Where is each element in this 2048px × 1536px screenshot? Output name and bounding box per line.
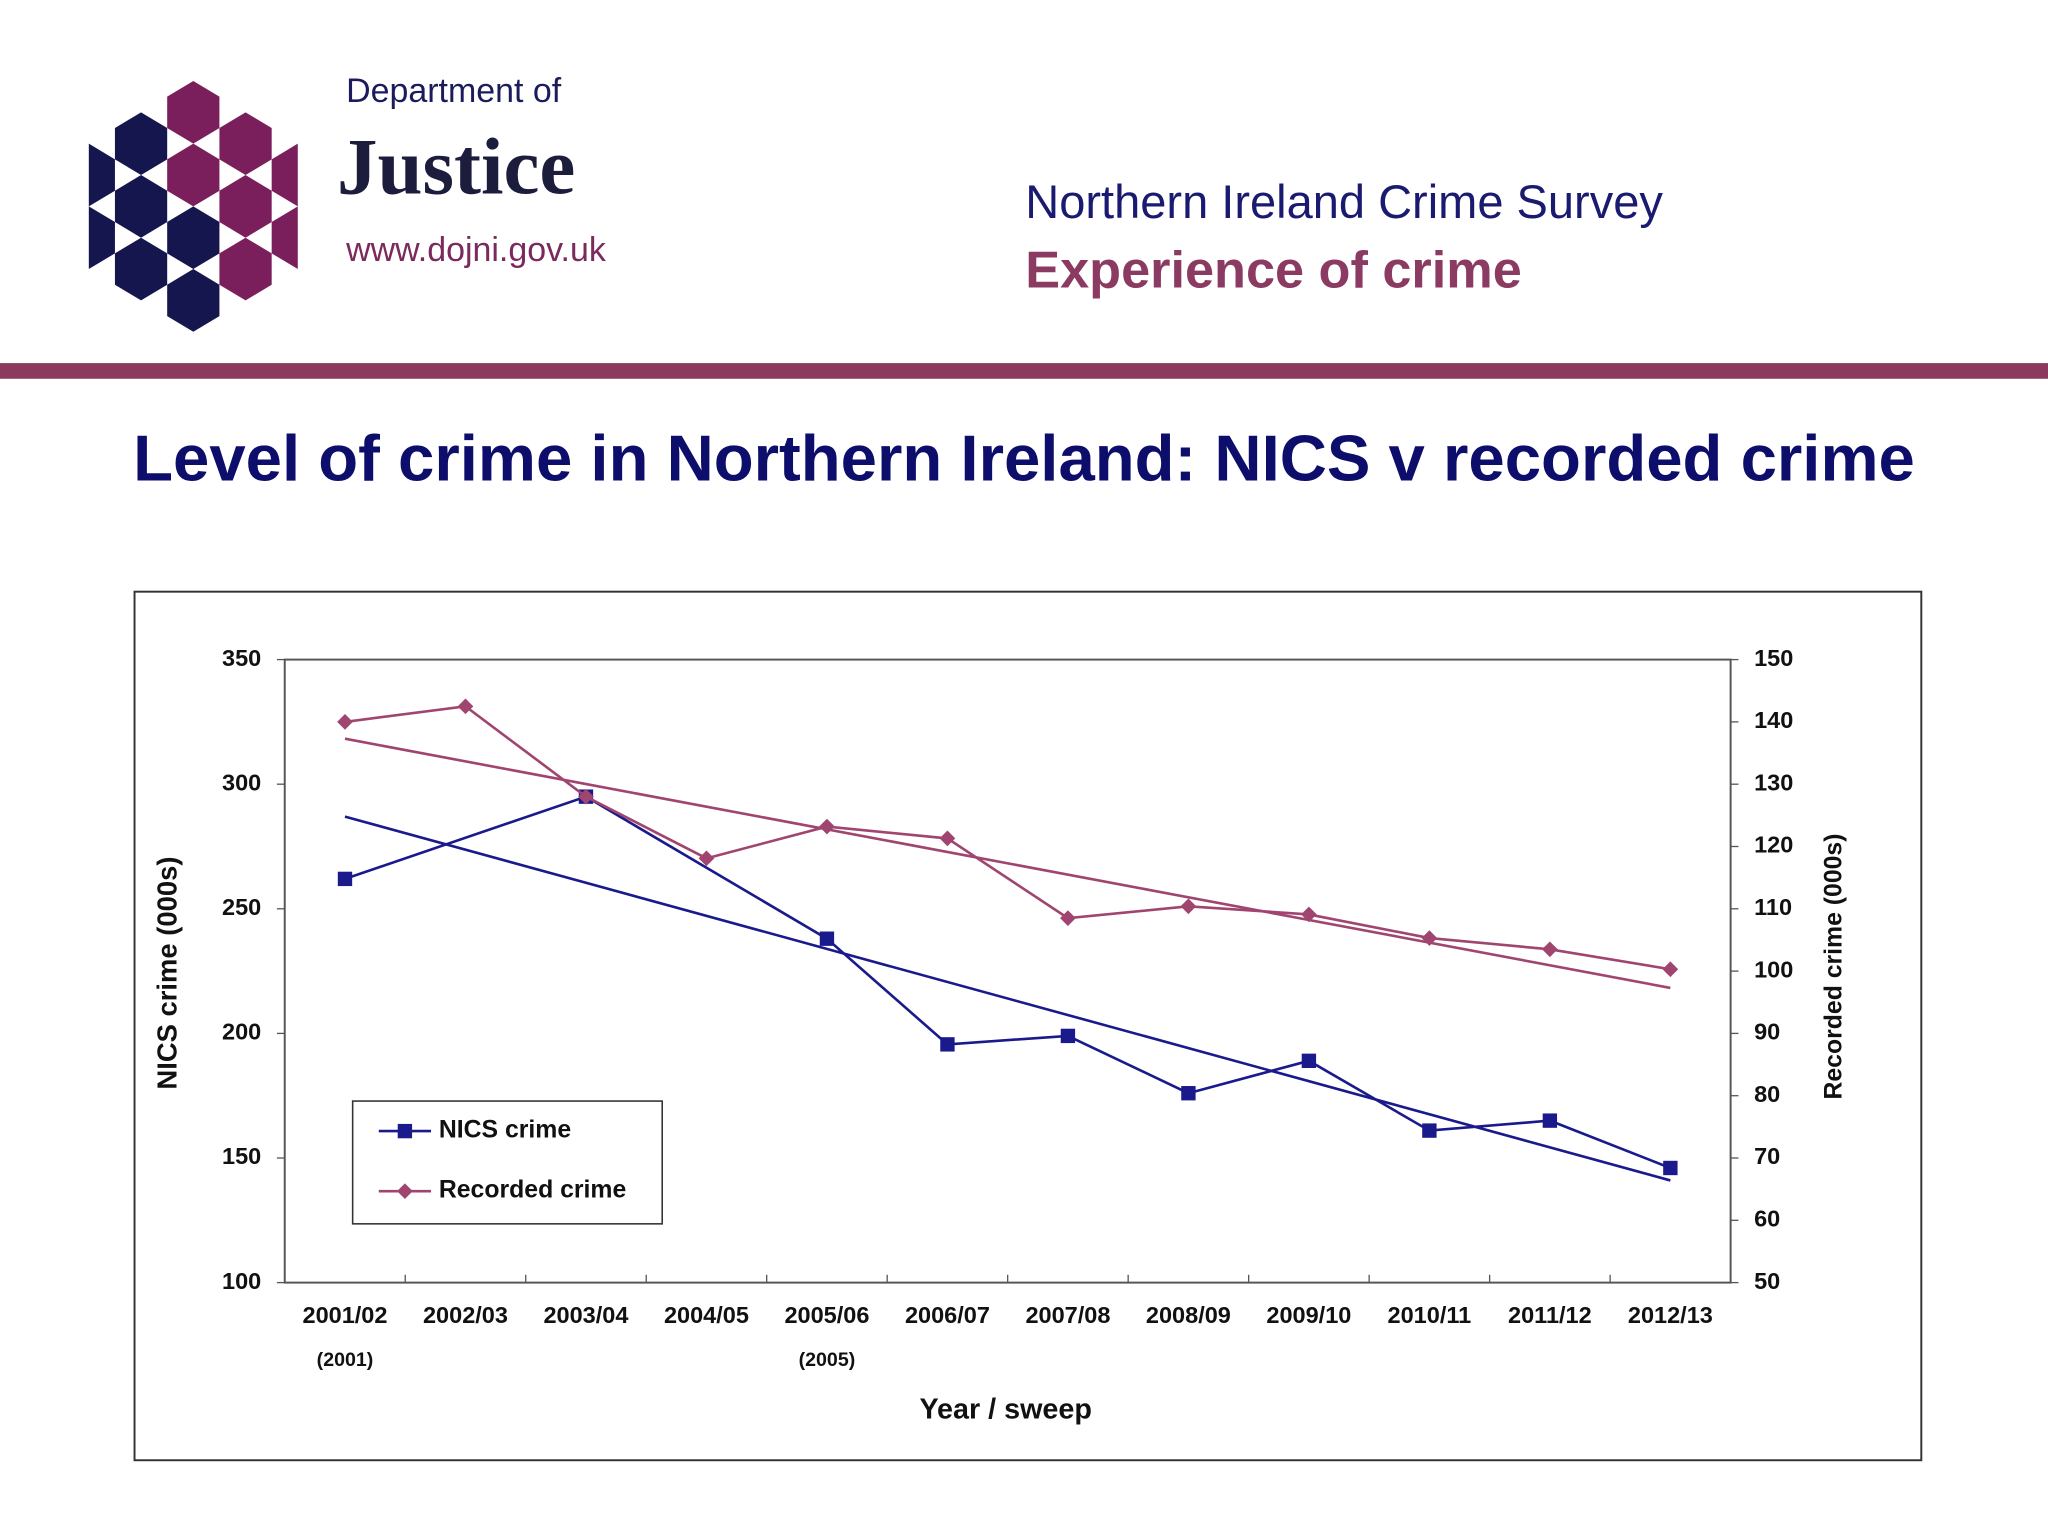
chart-title: Level of crime in Northern Ireland: NICS…: [133, 422, 1915, 495]
y-tick-label: 200: [222, 1019, 261, 1045]
logo-line2: Justice: [337, 121, 575, 211]
data-point: [939, 830, 956, 847]
data-point: [698, 850, 715, 867]
data-line: [344, 704, 1671, 971]
y-tick-label: 250: [222, 894, 261, 920]
x-annotation: (2005): [799, 1349, 856, 1371]
x-tick-label: 2001/02: [303, 1302, 388, 1328]
y2-tick-label: 110: [1754, 894, 1792, 920]
survey-name: Northern Ireland Crime Survey: [1025, 175, 1663, 228]
x-tick-label: 2006/07: [905, 1302, 990, 1328]
y2-tick-label: 150: [1754, 645, 1793, 671]
legend-label: Recorded crime: [439, 1177, 626, 1204]
legend-marker: [397, 1123, 413, 1139]
data-point: [1422, 1123, 1437, 1138]
y2-tick-label: 50: [1754, 1268, 1780, 1294]
data-line: [344, 795, 1671, 1170]
y-tick-label: 300: [222, 769, 261, 795]
x-tick-label: 2008/09: [1146, 1302, 1231, 1328]
x-tick-label: 2002/03: [423, 1302, 508, 1328]
y-axis-title: NICS crime (000s): [151, 857, 182, 1090]
y2-tick-label: 120: [1754, 832, 1793, 858]
data-point: [1301, 1053, 1317, 1069]
x-annotation: (2001): [317, 1349, 374, 1371]
x-tick-label: 2007/08: [1025, 1302, 1110, 1328]
y-tick-label: 100: [222, 1268, 261, 1294]
logo-url: www.dojni.gov.uk: [345, 231, 607, 269]
data-point: [940, 1037, 955, 1052]
x-tick-label: 2003/04: [543, 1302, 628, 1328]
legend: [351, 1100, 663, 1225]
data-point: [1542, 1113, 1558, 1128]
legend-label: NICS crime: [439, 1117, 571, 1144]
chart-frame: [133, 590, 1923, 1462]
data-point: [1662, 961, 1679, 978]
divider: [0, 363, 2048, 379]
data-point: [1060, 1028, 1076, 1044]
data-point: [337, 714, 353, 730]
y2-tick-label: 60: [1754, 1206, 1780, 1232]
data-point: [819, 818, 835, 835]
y-tick-label: 350: [222, 645, 261, 671]
data-point: [819, 931, 835, 946]
y-tick-label: 150: [222, 1143, 261, 1169]
data-point: [1663, 1160, 1678, 1176]
x-tick-label: 2012/13: [1628, 1302, 1713, 1328]
y2-tick-label: 80: [1754, 1081, 1780, 1107]
y2-tick-label: 130: [1754, 769, 1793, 795]
y2-tick-label: 100: [1754, 956, 1793, 982]
y2-tick-label: 70: [1754, 1143, 1780, 1169]
logo-line1: Department of: [346, 72, 562, 110]
data-point: [1301, 906, 1317, 923]
y2-axis-title: Recorded crime (000s): [1821, 834, 1848, 1100]
y2-tick-label: 140: [1754, 707, 1793, 733]
y2-tick-label: 90: [1754, 1019, 1780, 1045]
section-name: Experience of crime: [1025, 241, 1521, 299]
logo: [88, 80, 298, 332]
x-tick-label: 2011/12: [1508, 1302, 1592, 1328]
trend-line: [344, 815, 1671, 1182]
x-tick-label: 2004/05: [664, 1302, 749, 1328]
x-tick-label: 2010/11: [1388, 1302, 1472, 1328]
data-point: [1181, 1086, 1196, 1101]
x-tick-label: 2005/06: [784, 1302, 869, 1328]
x-axis-title: Year / sweep: [919, 1393, 1091, 1425]
x-tick-label: 2009/10: [1266, 1302, 1351, 1328]
data-point: [337, 871, 353, 887]
data-point: [1542, 941, 1558, 958]
